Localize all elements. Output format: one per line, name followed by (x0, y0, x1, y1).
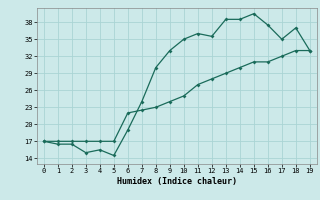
X-axis label: Humidex (Indice chaleur): Humidex (Indice chaleur) (117, 177, 237, 186)
